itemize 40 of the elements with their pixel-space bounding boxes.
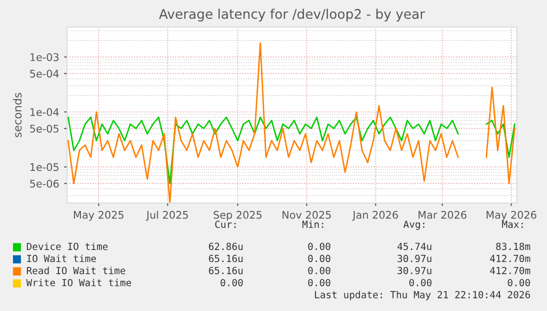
text: 65.16u [208, 254, 243, 262]
text: 65.16u [208, 266, 243, 274]
text: 0.00 [308, 278, 330, 286]
x-tick-label: May 2025 [74, 210, 124, 221]
text: Avg: [403, 220, 424, 230]
y-axis-title: seconds [13, 92, 22, 138]
y-tick-label: 5e-05 [30, 124, 58, 133]
text: 62.86u [208, 242, 243, 250]
chart-title: Average latency for /dev/loop2 - by year [159, 8, 426, 22]
legend-label: Read IO Wait time [26, 266, 126, 274]
text: 45.74u [397, 242, 432, 250]
text: 0.00 [308, 242, 330, 250]
x-tick-label: Jan 2026 [352, 210, 398, 221]
text: 83.18m [496, 242, 530, 250]
text: Last update: Thu May 21 22:10:44 2026 [315, 290, 530, 300]
text: 0.00 [508, 278, 530, 286]
y-tick-label: 1e-04 [30, 108, 59, 116]
x-tick-label: Nov 2025 [282, 210, 331, 219]
text: 0.00 [409, 278, 432, 286]
y-tick-label: 5e-06 [30, 180, 59, 188]
x-tick-label: Sep 2025 [214, 210, 262, 221]
y-tick-label: 1e-05 [30, 163, 58, 172]
text: 412.70m [490, 266, 530, 274]
legend-label: Write IO Wait time [26, 278, 132, 286]
x-tick-label: Jul 2025 [146, 210, 188, 221]
text: 412.70m [490, 254, 530, 262]
text: 30.97u [398, 254, 432, 262]
y-tick-label: 1e-03 [30, 53, 59, 62]
legend-label: IO Wait time [27, 254, 96, 262]
x-tick-label: Mar 2026 [418, 210, 466, 219]
text: 0.00 [220, 278, 243, 286]
text: 0.00 [308, 254, 330, 262]
x-tick-label: May 2026 [486, 210, 536, 221]
y-tick-label: 5e-04 [30, 70, 59, 78]
text: Cur: [215, 220, 236, 228]
text: 30.97u [398, 266, 432, 274]
text: 0.00 [308, 266, 330, 274]
text: Min: [302, 220, 324, 228]
text: Max: [502, 220, 523, 228]
legend-label: Device IO time [26, 242, 108, 250]
